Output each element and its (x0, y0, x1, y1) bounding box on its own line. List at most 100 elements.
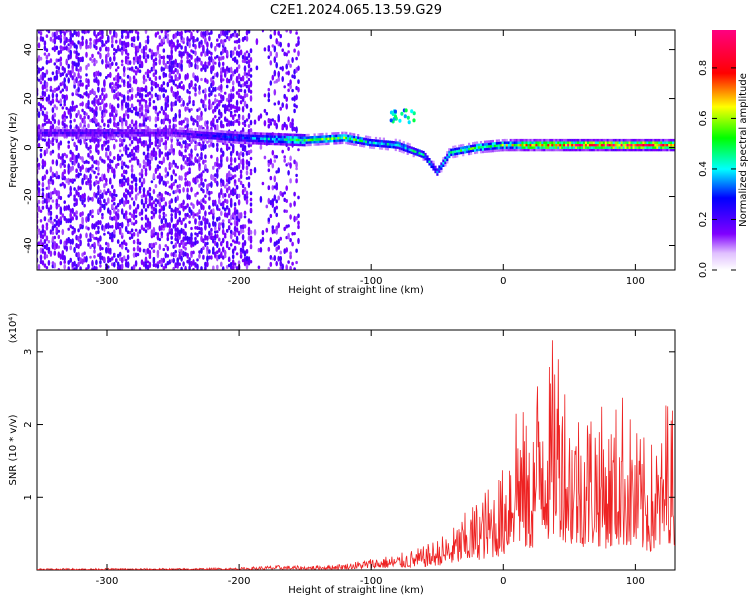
spectrogram-cell (247, 226, 251, 233)
spectrogram-cell (529, 143, 532, 147)
spectrogram-cell (172, 79, 175, 86)
spectrogram-cell (237, 152, 241, 159)
spectrogram-cell (190, 148, 193, 155)
spectrogram-cell (105, 182, 108, 186)
spectrogram-cell (216, 142, 219, 148)
spectrogram-cell (93, 265, 96, 270)
spectrogram-cell (89, 136, 92, 140)
spectrogram-cell (398, 139, 401, 143)
spectrogram-cell (186, 132, 189, 136)
spectrogram-cell (608, 141, 611, 144)
spectrogram-cell (132, 36, 136, 40)
spectrogram-cell (97, 253, 100, 257)
spectrogram-cell (525, 143, 528, 147)
spectrogram-cell (262, 132, 265, 135)
spectrogram-cell (162, 257, 166, 264)
spectrogram-cell (39, 135, 43, 141)
spectrogram-cell (194, 119, 197, 123)
spectrogram-cell (140, 60, 144, 68)
spectrogram-cell (271, 225, 275, 230)
spectrogram-cell (208, 98, 211, 106)
spectrogram-cell (476, 143, 479, 147)
spectrogram-cell (164, 129, 168, 132)
spectrogram-cell (198, 90, 201, 95)
spectrogram-cell (592, 146, 596, 149)
spectrogram-cell (83, 134, 86, 137)
spectrogram-cell (553, 138, 556, 142)
spectrogram-cell (99, 244, 102, 251)
spectrogram-cell (83, 203, 86, 208)
spectrogram-cell (162, 87, 166, 93)
spectrogram-cell (122, 72, 126, 77)
spectrogram-cell (105, 191, 108, 196)
spectrogram-cell (42, 134, 45, 137)
spectrogram-cell (271, 142, 275, 146)
spectrogram-cell (212, 199, 215, 203)
spectrogram-cell (626, 143, 629, 147)
spectrogram-cell (143, 129, 146, 132)
spectrogram-cell (519, 146, 522, 149)
spectrogram-cell (194, 75, 197, 82)
spectrogram-cell (210, 129, 213, 133)
spectrogram-cell (174, 162, 177, 168)
spectrogram-cell (531, 143, 534, 147)
spectrogram-cell (275, 140, 278, 143)
spectrogram-cell (144, 94, 148, 98)
spectrogram-cell (61, 106, 65, 110)
spectrogram-cell (551, 138, 554, 142)
spectrogram-cell (283, 121, 287, 128)
spectrogram-cell (111, 184, 114, 189)
spectrogram-cell (196, 75, 199, 82)
spectrogram-cell (234, 133, 237, 137)
spectrogram-cell (154, 105, 158, 111)
spectrogram-cell (229, 162, 233, 166)
spectrogram-cell (180, 80, 183, 84)
snr-x-ticks: -300 -200 -100 0 100 (96, 330, 645, 587)
spectrogram-cell (97, 129, 100, 132)
spectrogram-cell (39, 103, 43, 110)
spectrogram-cell (128, 135, 132, 141)
colorbar-tick-label: 0.2 (698, 212, 709, 228)
spectrogram-cell (132, 69, 136, 73)
spectrogram-cell (65, 178, 68, 184)
spectrogram-cell (223, 38, 227, 43)
spectrogram-cell (553, 141, 556, 144)
spectrogram-cell (87, 238, 90, 243)
spectrogram-cell (113, 168, 116, 176)
spectrogram-cell (126, 199, 130, 204)
spectrogram-cell (109, 129, 112, 132)
spectrogram-cell (202, 89, 205, 94)
spectrogram-cell (188, 90, 191, 95)
spectrogram-cell (218, 166, 221, 170)
spectrogram-cell (81, 199, 84, 206)
spectrogram-cell (180, 129, 183, 133)
spectrogram-cell (135, 134, 138, 137)
spectrogram-cell (220, 188, 223, 195)
spectrogram-cell (525, 138, 528, 142)
spectrogram-cell (99, 102, 102, 106)
spectrogram-cell (144, 248, 148, 256)
spectrogram-cell (113, 196, 116, 202)
spectrogram-cell (243, 93, 247, 98)
spectrogram-cell (654, 143, 657, 147)
spectrogram-cell (458, 152, 461, 155)
spectrogram-cell (130, 140, 134, 145)
spectrogram-cell (235, 59, 239, 65)
spectrogram-cell (291, 88, 294, 93)
spectrogram-cell (252, 134, 255, 138)
spectrogram-cell (61, 129, 65, 132)
spectrogram-cell (198, 156, 201, 163)
spectrogram-cell (319, 135, 322, 139)
spectrogram-cell (59, 216, 63, 221)
spectrogram-cell (196, 153, 199, 157)
spectrogram-cell (162, 227, 166, 231)
spectrogram-cell (670, 141, 673, 144)
spectrogram-cell (527, 146, 530, 149)
spectrogram-cell (271, 135, 275, 138)
spectrogram-cell (422, 153, 425, 156)
spectrogram-cell (184, 247, 187, 251)
spectrogram-cell (200, 131, 203, 134)
spectrogram-cell (116, 239, 120, 244)
spectrogram-cell (202, 182, 205, 188)
spectrogram-cell (103, 131, 106, 135)
